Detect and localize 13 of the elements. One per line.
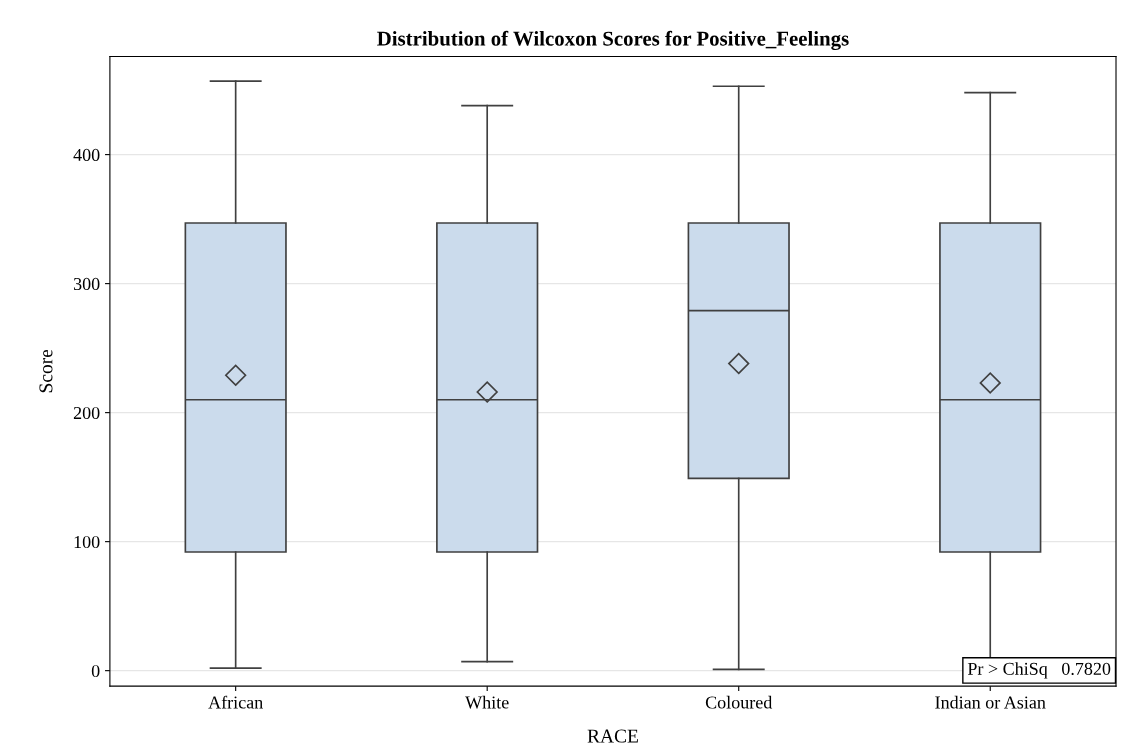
x-tick-label: African: [208, 695, 263, 709]
x-axis-title: RACE: [587, 729, 638, 743]
x-tick-label: Indian or Asian: [935, 695, 1046, 709]
annotation: Pr > ChiSq 0.7820: [967, 662, 1111, 679]
y-tick-label: 200: [73, 406, 100, 420]
x-tick-label: White: [465, 695, 509, 709]
y-tick-label: 300: [73, 277, 100, 291]
chart-title: Distribution of Wilcoxon Scores for Positive_Feelings: [377, 30, 849, 51]
x-tick-label: Coloured: [705, 695, 773, 709]
y-tick-label: 400: [73, 148, 100, 162]
y-axis-title: Score: [39, 349, 53, 393]
y-tick-label: 0: [91, 664, 100, 678]
y-tick-label: 100: [74, 535, 100, 549]
